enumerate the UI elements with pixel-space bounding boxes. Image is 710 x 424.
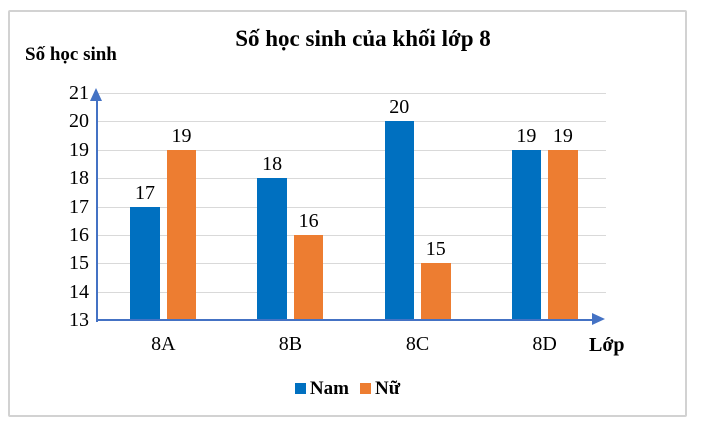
legend-swatch-nam-icon xyxy=(294,383,306,394)
y-tick-label-16: 16 xyxy=(69,223,89,246)
legend: Nam Nữ xyxy=(8,379,687,398)
category-label-8B: 8B xyxy=(278,333,303,355)
legend-item-nam: Nam xyxy=(294,378,349,399)
y-tick-label-13: 13 xyxy=(69,309,89,331)
gridline-15 xyxy=(97,263,606,265)
legend-label-nữ: Nữ xyxy=(374,378,401,399)
y-axis-line xyxy=(96,100,98,322)
legend-label-nam: Nam xyxy=(309,378,349,399)
bar-nữ-8D xyxy=(548,149,578,320)
value-label-nam-8A: 17 xyxy=(135,181,156,204)
gridline-17 xyxy=(97,206,606,208)
bar-nữ-8A xyxy=(166,149,197,320)
gridline-18 xyxy=(97,178,606,180)
value-label-nam-8D: 19 xyxy=(516,124,537,147)
bar-nam-8A xyxy=(130,206,160,320)
value-label-nam-8B: 18 xyxy=(262,153,283,176)
category-label-8D: 8D xyxy=(532,333,557,355)
bar-nam-8D xyxy=(511,149,542,320)
y-tick-label-20: 20 xyxy=(69,110,89,133)
legend-item-nữ: Nữ xyxy=(359,378,401,399)
chart-title: Số học sinh của khối lớp 8 xyxy=(235,26,491,51)
x-axis-line xyxy=(97,319,592,321)
y-tick-label-19: 19 xyxy=(69,138,89,161)
x-axis-title: Lớp xyxy=(589,334,625,356)
y-tick-label-18: 18 xyxy=(69,167,89,190)
category-label-8A: 8A xyxy=(151,333,176,355)
y-tick-label-15: 15 xyxy=(69,252,89,275)
x-axis-arrow-icon xyxy=(592,313,605,325)
value-label-nữ-8D: 19 xyxy=(552,124,573,147)
bar-nam-8B xyxy=(257,178,287,320)
category-label-8C: 8C xyxy=(405,333,430,355)
y-tick-label-14: 14 xyxy=(69,280,89,303)
y-axis-arrow-icon xyxy=(90,88,102,101)
value-label-nữ-8A: 19 xyxy=(171,124,192,147)
bar-nữ-8C xyxy=(421,263,451,320)
value-label-nữ-8B: 16 xyxy=(298,209,319,232)
y-axis-title: Số học sinh xyxy=(25,44,117,65)
bar-nam-8C xyxy=(384,121,414,320)
gridline-19 xyxy=(97,149,606,151)
value-label-nữ-8C: 15 xyxy=(425,238,446,261)
value-label-nam-8C: 20 xyxy=(389,96,410,119)
gridline-14 xyxy=(97,291,606,293)
gridline-21 xyxy=(97,93,606,94)
y-tick-label-17: 17 xyxy=(69,195,89,218)
gridline-16 xyxy=(97,234,606,236)
gridline-20 xyxy=(97,121,606,123)
bar-nữ-8B xyxy=(293,234,324,320)
legend-swatch-nữ-icon xyxy=(359,383,371,394)
y-tick-label-21: 21 xyxy=(69,82,89,104)
